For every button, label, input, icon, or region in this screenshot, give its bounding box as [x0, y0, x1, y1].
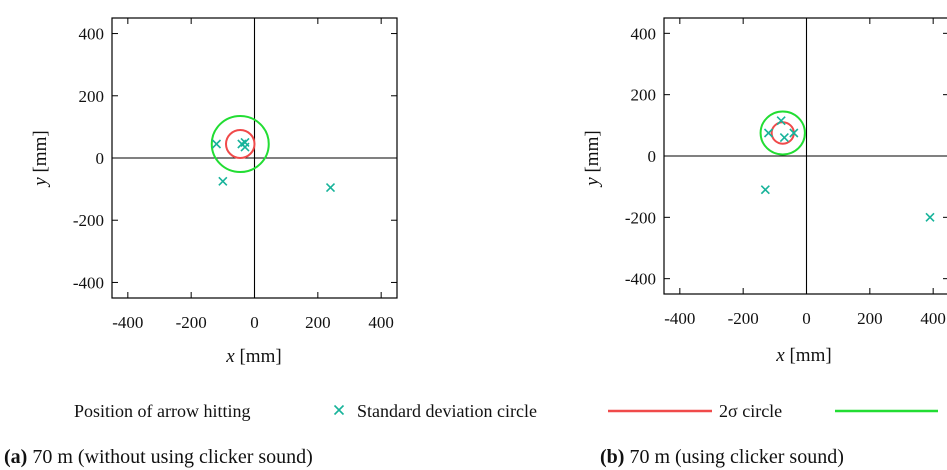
- x-tick-label: 0: [250, 313, 259, 332]
- x-tick-label: 200: [305, 313, 331, 332]
- caption-a: (a) 70 m (without using clicker sound): [4, 446, 313, 468]
- x-tick-label: -200: [728, 309, 759, 328]
- ticks-b: -400 -200 0 200 400 -400 -200 0 200 400: [625, 18, 947, 328]
- legend-std-label: Standard deviation circle: [357, 401, 537, 421]
- hit-point-b: [776, 116, 786, 126]
- scatter-panel-b: -400 -200 0 200 400 -400 -200 0 200 400 x [mm] y …: [582, 17, 947, 366]
- hit-point-b: [789, 128, 799, 138]
- y-tick-label: 0: [96, 149, 105, 168]
- hit-point-b: [763, 128, 774, 138]
- marks-a: [210, 115, 336, 193]
- y-axis-label-b: y [mm]: [582, 130, 603, 187]
- y-tick-label: -200: [625, 208, 656, 227]
- legend-two-sigma-label: 2σ circle: [719, 401, 782, 421]
- y-tick-label: -400: [73, 273, 104, 292]
- x-tick-label: 0: [802, 309, 811, 328]
- y-tick-label: 400: [79, 25, 105, 44]
- marks-b: [759, 110, 935, 222]
- y-tick-label: 0: [648, 147, 657, 166]
- x-tick-label: -400: [664, 309, 695, 328]
- hit-point-b: [779, 133, 789, 143]
- y-tick-label: -400: [625, 270, 656, 289]
- x-tick-label: 400: [920, 309, 946, 328]
- y-tick-label: 200: [631, 86, 657, 105]
- hit-point-a: [240, 142, 250, 152]
- y-axis-label-a: y [mm]: [30, 130, 51, 187]
- y-tick-label: -200: [73, 211, 104, 230]
- x-axis-label-a: x [mm]: [225, 346, 281, 367]
- ticks-a: -400 -200 0 200 400 -400 -200 0 200 400: [73, 18, 397, 332]
- legend-position-label: Position of arrow hitting: [74, 401, 251, 421]
- y-tick-label: 400: [631, 24, 657, 43]
- x-tick-label: -400: [112, 313, 143, 332]
- std-circle-a: [225, 129, 256, 159]
- hit-point-a: [218, 176, 228, 186]
- legend-x-mark: [333, 404, 345, 416]
- legend-marker-x-icon: [333, 404, 345, 416]
- x-tick-label: 200: [857, 309, 883, 328]
- hit-point-a: [325, 182, 336, 193]
- scatter-panel-a: -400 -200 0 200 400 -400 -200 0 200 400 x [mm] y …: [30, 17, 398, 367]
- legend: Position of arrow hitting Standard devia…: [74, 401, 938, 421]
- hit-point-a: [211, 139, 222, 149]
- hit-point-b: [760, 185, 770, 195]
- std-circle-b: [770, 121, 795, 145]
- x-tick-label: 400: [368, 313, 394, 332]
- caption-b: (b) 70 m (using clicker sound): [600, 446, 844, 468]
- x-tick-label: -200: [176, 313, 207, 332]
- y-tick-label: 200: [79, 87, 105, 106]
- two-sigma-circle-b: [759, 110, 806, 156]
- hit-point-b: [925, 212, 935, 222]
- two-sigma-circle-a: [210, 115, 270, 173]
- x-axis-label-b: x [mm]: [775, 345, 831, 366]
